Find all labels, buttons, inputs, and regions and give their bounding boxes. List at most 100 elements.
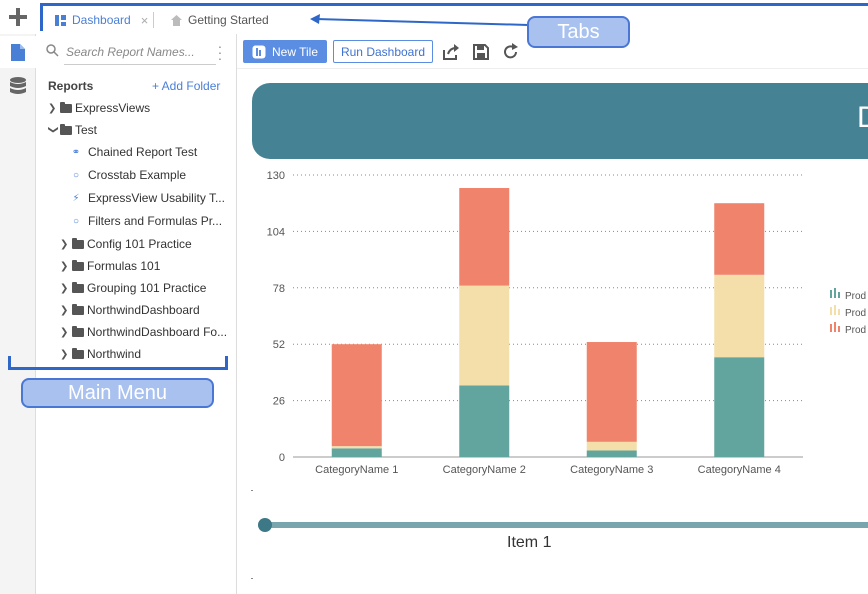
folder-label: Grouping 101 Practice	[87, 281, 207, 295]
tab-label: Dashboard	[72, 13, 131, 27]
report-sidebar: ··· Reports + Add Folder ❯ ExpressViews …	[36, 34, 237, 594]
x-tick-label: CategoryName 2	[443, 464, 526, 476]
search-input[interactable]	[66, 42, 226, 62]
search-underline	[64, 64, 216, 65]
reports-nav-button[interactable]	[0, 36, 36, 68]
report-label: ExpressView Usability T...	[88, 191, 225, 205]
y-tick-label: 26	[273, 396, 285, 408]
stacked-bar-chart: 0 26 52 78 104 130 CategoryName 1 CategoryName …	[267, 170, 866, 476]
legend-swatch	[830, 307, 832, 315]
folder-expressviews[interactable]: ❯ ExpressViews	[48, 100, 150, 116]
slider-track[interactable]	[265, 522, 868, 528]
bar-segment-series-2	[459, 285, 510, 386]
legend-swatch	[838, 326, 840, 332]
legend-swatch	[830, 290, 832, 298]
folder-icon	[72, 281, 84, 293]
bar-segment-series-1	[714, 357, 765, 457]
add-tab-button[interactable]	[8, 7, 28, 27]
legend-swatch	[834, 305, 836, 315]
tab-dashboard[interactable]: Dashboard ×	[55, 10, 148, 30]
folder-formulas-101[interactable]: ❯ Formulas 101	[60, 258, 160, 274]
folder-label: Test	[75, 123, 98, 137]
folder-label: NorthwindDashboard	[87, 303, 200, 317]
document-icon	[11, 43, 25, 61]
chevron-right-icon[interactable]: ❯	[60, 348, 69, 360]
chevron-right-icon[interactable]: ❯	[60, 304, 69, 316]
folder-icon	[60, 101, 72, 113]
legend-label: Prod	[845, 291, 866, 302]
slider-handle[interactable]	[258, 518, 272, 532]
y-tick-label: 52	[273, 339, 285, 351]
tab-divider	[153, 12, 154, 28]
tile-edge-marker	[251, 578, 253, 579]
folder-icon	[72, 325, 84, 337]
report-label: Crosstab Example	[88, 168, 187, 182]
kebab-menu-icon[interactable]: · · ·	[217, 38, 223, 66]
new-tile-button[interactable]: New Tile	[243, 40, 327, 63]
report-crosstab-example[interactable]: ○ Crosstab Example	[70, 167, 186, 183]
legend-label: Prod	[845, 325, 866, 336]
legend-label: Prod	[845, 308, 866, 319]
bar-segment-series-3	[714, 203, 765, 275]
folder-grouping-101[interactable]: ❯ Grouping 101 Practice	[60, 280, 206, 296]
folder-config-101[interactable]: ❯ Config 101 Practice	[60, 236, 192, 252]
dashboard-canvas: D 0 26 52 78 104 130 CategoryName 1 CategoryNam…	[237, 69, 868, 594]
folder-test[interactable]: ❯ Test	[47, 122, 98, 138]
folder-icon	[72, 259, 84, 271]
chevron-right-icon[interactable]: ❯	[60, 282, 69, 294]
y-tick-label: 78	[273, 283, 285, 295]
folder-northwind[interactable]: ❯ Northwind	[60, 346, 141, 362]
chain-icon: ⚭	[71, 146, 81, 158]
folder-northwind-dashboard[interactable]: ❯ NorthwindDashboard	[60, 302, 200, 318]
folder-label: Config 101 Practice	[87, 237, 192, 251]
share-icon[interactable]	[442, 43, 460, 61]
y-tick-label: 0	[279, 452, 285, 464]
folder-label: Northwind	[87, 347, 142, 361]
refresh-icon[interactable]	[502, 43, 520, 61]
x-tick-label: CategoryName 4	[698, 464, 781, 476]
annotation-arrow	[310, 14, 529, 26]
search-icon	[46, 44, 59, 57]
chevron-right-icon[interactable]: ❯	[60, 326, 69, 338]
x-tick-label: CategoryName 3	[570, 464, 653, 476]
dashboard-toolbar: New Tile Run Dashboard	[237, 34, 868, 69]
report-filters-and-formulas[interactable]: ○ Filters and Formulas Pr...	[70, 213, 222, 229]
data-sources-nav-button[interactable]	[0, 72, 36, 100]
folder-northwind-dashboard-fo[interactable]: ❯ NorthwindDashboard Fo...	[60, 324, 227, 340]
y-tick-label: 104	[267, 226, 285, 238]
folder-icon	[72, 347, 84, 359]
tab-getting-started[interactable]: Getting Started	[171, 10, 269, 30]
annotation-main-menu: Main Menu	[21, 378, 214, 408]
search-row: ···	[36, 34, 237, 70]
report-expressview-usability[interactable]: ⚡ ExpressView Usability T...	[70, 190, 225, 206]
legend-swatch	[838, 292, 840, 298]
report-label: Filters and Formulas Pr...	[88, 214, 223, 228]
annotation-tabs: Tabs	[527, 16, 630, 48]
top-bar: Dashboard × Getting Started	[0, 0, 868, 34]
add-folder-link[interactable]: + Add Folder	[152, 79, 221, 93]
chevron-right-icon[interactable]: ❯	[60, 238, 69, 250]
save-icon[interactable]	[472, 43, 490, 61]
report-chained-report-test[interactable]: ⚭ Chained Report Test	[70, 144, 197, 160]
run-dashboard-button[interactable]: Run Dashboard	[333, 40, 433, 63]
folder-label: NorthwindDashboard Fo...	[87, 325, 228, 339]
bar-segment-series-3	[459, 188, 510, 286]
bolt-icon: ⚡	[72, 192, 80, 204]
dashboard-icon	[55, 14, 66, 26]
close-tab-icon[interactable]: ×	[140, 12, 149, 28]
tab-label: Getting Started	[188, 13, 269, 27]
banner-title: D	[857, 101, 868, 134]
legend-swatch	[834, 322, 836, 332]
circle-icon: ○	[72, 169, 80, 181]
bar-segment-series-1	[586, 450, 637, 457]
folder-label: Formulas 101	[87, 259, 161, 273]
folder-icon	[72, 237, 84, 249]
chevron-right-icon[interactable]: ❯	[60, 260, 69, 272]
circle-icon: ○	[72, 215, 80, 227]
bar-segment-series-1	[459, 385, 510, 457]
new-tile-icon	[252, 45, 266, 58]
bar-segment-series-2	[714, 274, 765, 358]
chevron-right-icon[interactable]: ❯	[48, 102, 57, 114]
bar-segment-series-3	[586, 342, 637, 442]
chevron-down-icon[interactable]: ❯	[47, 125, 59, 134]
